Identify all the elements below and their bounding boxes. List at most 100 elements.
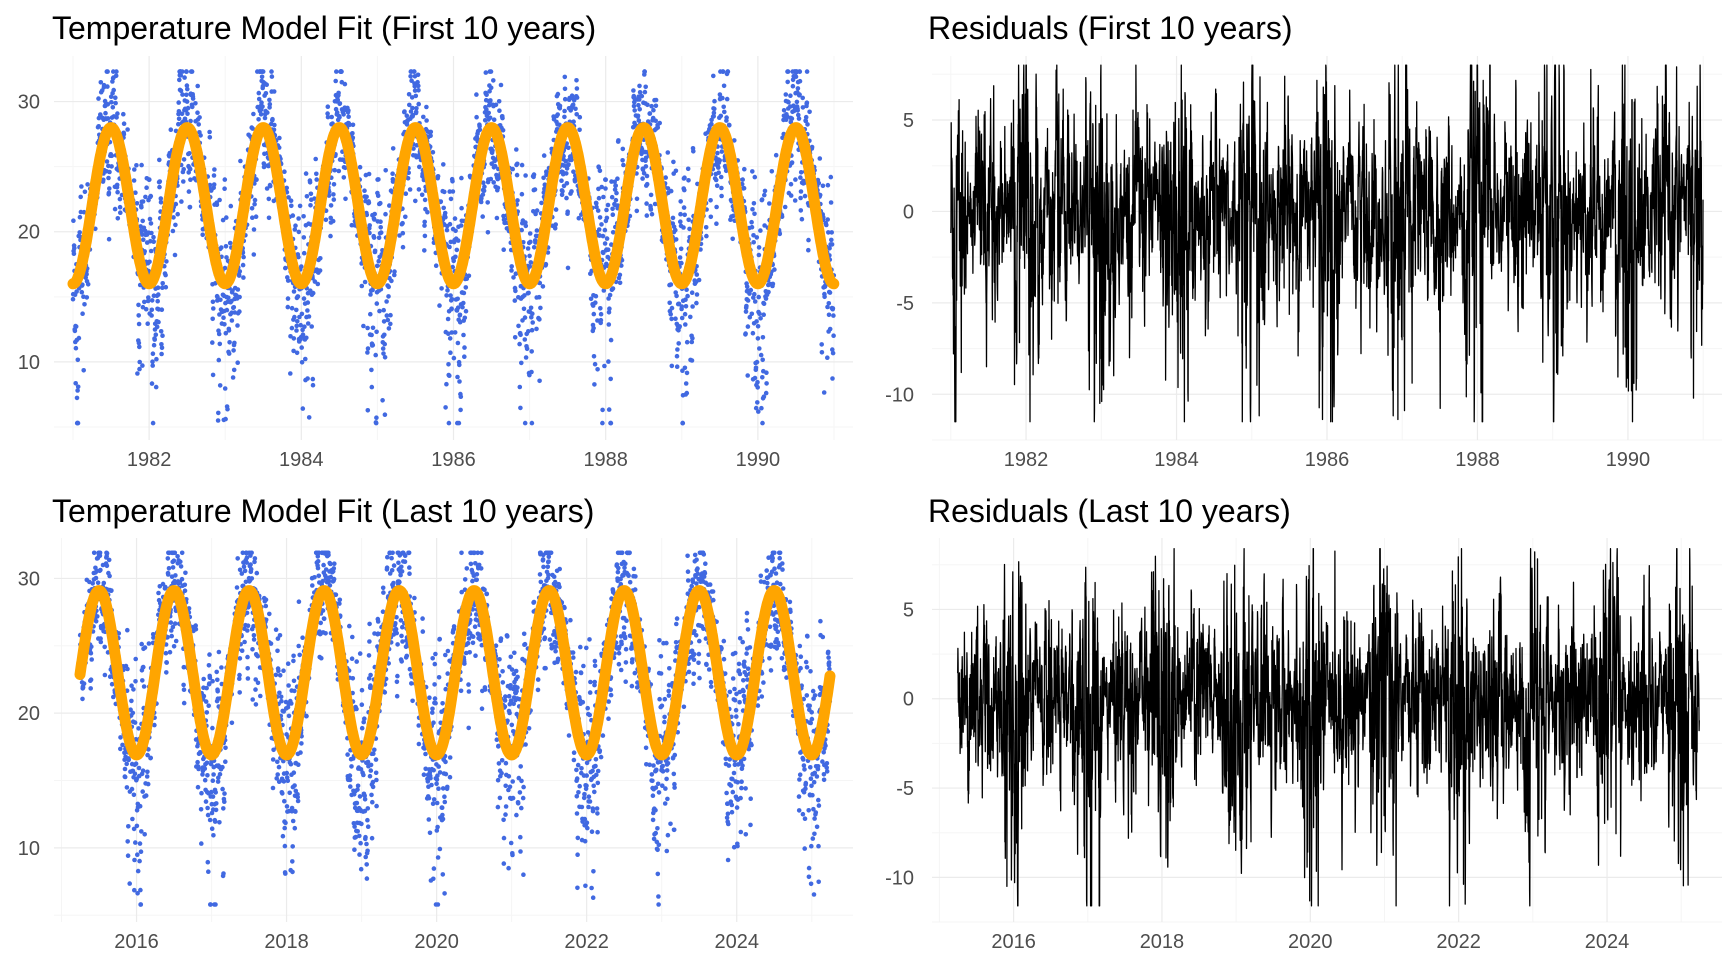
observed-point	[131, 178, 137, 183]
observed-point	[291, 336, 297, 341]
observed-point	[109, 588, 114, 593]
observed-point	[745, 298, 751, 303]
observed-point	[314, 171, 319, 177]
observed-point	[70, 296, 76, 302]
observed-point	[222, 186, 227, 191]
observed-point	[175, 554, 180, 559]
observed-point	[522, 315, 528, 320]
observed-point	[829, 230, 834, 235]
observed-point	[788, 93, 793, 98]
observed-point	[204, 710, 210, 715]
observed-point	[179, 111, 185, 117]
observed-point	[382, 412, 388, 418]
observed-point	[400, 220, 405, 226]
observed-point	[673, 316, 678, 322]
observed-point	[215, 418, 221, 423]
observed-point	[235, 360, 240, 366]
observed-point	[143, 194, 148, 200]
observed-point	[188, 177, 193, 182]
observed-point	[531, 172, 537, 177]
observed-point	[136, 313, 141, 318]
observed-point	[668, 282, 674, 287]
observed-point	[592, 382, 597, 387]
observed-point	[230, 375, 236, 380]
observed-point	[226, 328, 232, 333]
observed-point	[522, 420, 528, 426]
observed-point	[441, 205, 447, 211]
observed-point	[231, 367, 237, 373]
observed-point	[384, 299, 389, 304]
observed-point	[75, 357, 81, 363]
y-tick-label-20: 20	[18, 703, 40, 725]
observed-point	[655, 125, 661, 130]
observed-point	[141, 237, 146, 242]
observed-point	[173, 222, 178, 228]
observed-point	[711, 110, 717, 116]
observed-point	[711, 73, 716, 79]
observed-point	[798, 208, 804, 213]
observed-point	[681, 205, 687, 210]
observed-point	[286, 683, 291, 688]
observed-point	[105, 84, 110, 89]
observed-point	[134, 201, 140, 206]
observed-point	[249, 550, 254, 556]
observed-point	[634, 208, 640, 214]
observed-point	[85, 282, 91, 287]
observed-point	[417, 164, 422, 170]
observed-point	[135, 371, 140, 376]
observed-point	[139, 162, 144, 168]
observed-point	[130, 710, 136, 716]
observed-point	[180, 92, 185, 97]
observed-point	[73, 381, 78, 386]
observed-point	[537, 378, 542, 384]
observed-point	[285, 661, 291, 666]
observed-point	[487, 115, 493, 121]
observed-point	[292, 825, 298, 831]
observed-point	[441, 162, 446, 167]
observed-point	[185, 111, 190, 116]
observed-point	[365, 346, 371, 351]
observed-point	[519, 191, 525, 197]
observed-point	[280, 833, 286, 839]
observed-point	[331, 576, 337, 582]
observed-point	[306, 314, 312, 319]
observed-point	[389, 278, 394, 284]
observed-point	[527, 253, 532, 259]
observed-point	[125, 627, 130, 633]
observed-point	[138, 902, 144, 907]
observed-point	[181, 167, 186, 172]
observed-point	[159, 307, 165, 313]
observed-point	[450, 179, 455, 184]
observed-point	[494, 215, 500, 221]
observed-point	[310, 290, 316, 296]
observed-point	[523, 355, 529, 360]
observed-point	[408, 74, 413, 79]
observed-point	[678, 219, 683, 224]
observed-point	[782, 204, 788, 210]
observed-point	[213, 790, 218, 795]
observed-point	[785, 69, 791, 74]
observed-point	[592, 361, 598, 367]
observed-point	[304, 194, 310, 199]
observed-point	[530, 311, 535, 317]
observed-point	[212, 167, 217, 172]
observed-point	[760, 420, 765, 426]
observed-point	[196, 122, 201, 127]
observed-point	[518, 332, 523, 338]
observed-point	[456, 420, 462, 426]
observed-point	[160, 281, 165, 286]
observed-point	[292, 688, 297, 694]
observed-point	[642, 69, 647, 74]
observed-point	[610, 286, 616, 291]
observed-point	[457, 362, 462, 368]
observed-point	[433, 263, 439, 269]
observed-point	[145, 781, 151, 787]
observed-point	[669, 363, 675, 369]
observed-point	[451, 258, 457, 264]
observed-point	[118, 746, 123, 752]
observed-point	[457, 379, 462, 384]
observed-point	[305, 308, 310, 313]
observed-point	[445, 316, 451, 322]
